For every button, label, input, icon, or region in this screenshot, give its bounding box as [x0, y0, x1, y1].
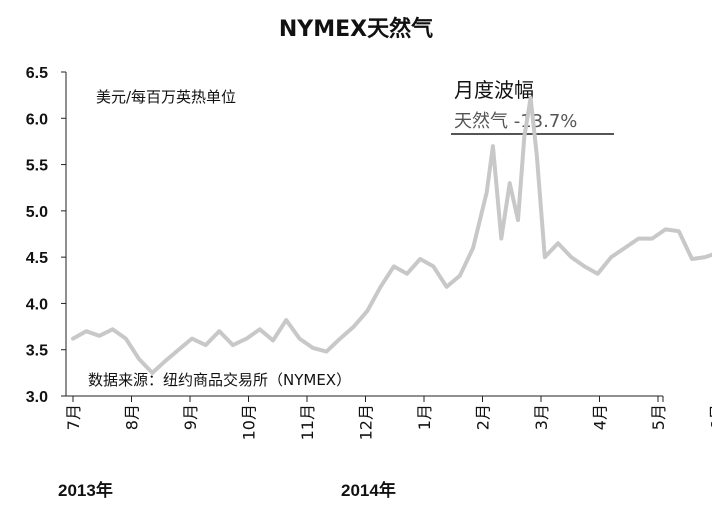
y-tick-label: 6.5: [26, 65, 48, 82]
x-tick-label: 10月: [240, 404, 259, 440]
x-tick-label: 9月: [181, 404, 200, 430]
series-line-0: [71, 95, 712, 375]
x-tick-label: 2月: [474, 404, 493, 430]
y-tick-label: 5.0: [26, 204, 48, 221]
x-tick-label: 1月: [415, 404, 434, 430]
x-tick-label: 11月: [298, 404, 317, 440]
x-tick-label: 12月: [357, 404, 376, 440]
y-tick-label: 6.0: [26, 111, 48, 128]
series-layer: [71, 95, 712, 375]
x-tick-label: 5月: [649, 404, 668, 430]
x-tick-label: 6月: [708, 404, 712, 430]
y-tick-label: 4.5: [26, 250, 48, 267]
chart-title: NYMEX天然气: [279, 16, 433, 42]
y-tick-label: 3.5: [26, 343, 48, 360]
year-label-2014: 2014年: [341, 480, 396, 500]
year-label-2013: 2013年: [58, 480, 113, 500]
y-tick-label: 4.0: [26, 296, 48, 313]
x-tick-label: 8月: [123, 404, 142, 430]
source-note: 数据来源：纽约商品交易所（NYMEX）: [88, 371, 351, 389]
x-tick-labels: 7月8月9月10月11月12月1月2月3月4月5月6月7月: [64, 404, 712, 440]
axes: [61, 71, 664, 402]
x-tick-label: 3月: [532, 404, 551, 430]
x-tick-label: 7月: [64, 404, 83, 430]
annotation-value: 天然气 -13.7%: [454, 111, 577, 132]
y-tick-labels: 3.0 3.5 4.0 4.5 5.0 5.5 6.0 6.5: [26, 65, 48, 406]
y-tick-label: 3.0: [26, 389, 48, 406]
y-tick-label: 5.5: [26, 158, 48, 175]
annotation-title: 月度波幅: [454, 78, 534, 102]
unit-label: 美元/每百万英热单位: [96, 88, 236, 106]
x-tick-label: 4月: [591, 404, 610, 430]
